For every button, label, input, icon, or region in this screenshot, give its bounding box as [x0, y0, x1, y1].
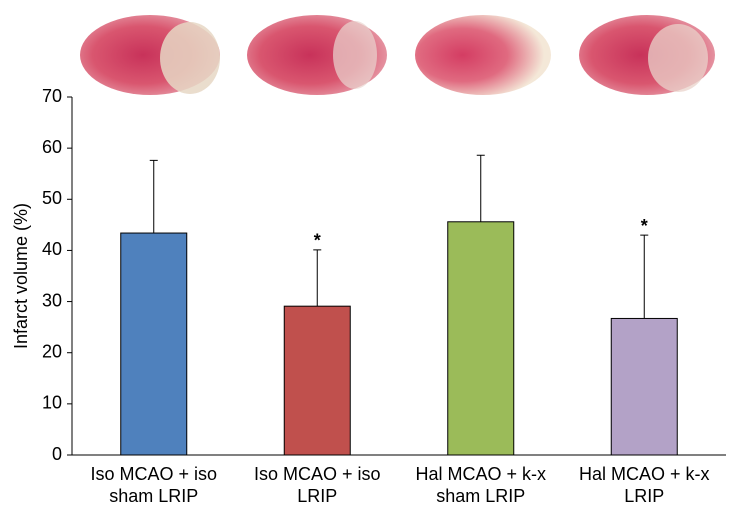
x-tick-label: LRIP	[297, 486, 337, 506]
bar	[283, 305, 351, 456]
brain-image-lesion	[333, 21, 377, 89]
brain-images	[80, 15, 715, 95]
brain-image	[415, 15, 551, 95]
bar	[610, 317, 678, 456]
brain-image-lesion	[648, 24, 708, 92]
error-bar	[640, 234, 649, 319]
y-tick-label: 50	[42, 188, 62, 208]
bar	[120, 232, 188, 456]
x-tick-label: Hal MCAO + k-x	[415, 464, 546, 484]
error-bar	[149, 159, 158, 234]
significance-marker: *	[314, 231, 321, 251]
y-tick-label: 10	[42, 393, 62, 413]
x-tick-label: Iso MCAO + iso	[90, 464, 217, 484]
y-tick-label: 0	[52, 444, 62, 464]
y-tick-label: 40	[42, 239, 62, 259]
y-tick-label: 60	[42, 137, 62, 157]
bar	[447, 221, 515, 456]
x-tick-label: LRIP	[624, 486, 664, 506]
y-tick-label: 20	[42, 341, 62, 361]
x-tick-label: sham LRIP	[436, 486, 525, 506]
x-tick-label: Iso MCAO + iso	[254, 464, 381, 484]
error-bar	[313, 249, 322, 307]
y-axis-label: Infarct volume (%)	[11, 203, 31, 349]
y-tick-label: 30	[42, 290, 62, 310]
x-tick-label: Hal MCAO + k-x	[579, 464, 710, 484]
significance-marker: *	[641, 216, 648, 236]
y-tick-label: 70	[42, 86, 62, 106]
x-tick-label: sham LRIP	[109, 486, 198, 506]
brain-image-lesion	[160, 22, 220, 94]
error-bar	[476, 154, 485, 222]
